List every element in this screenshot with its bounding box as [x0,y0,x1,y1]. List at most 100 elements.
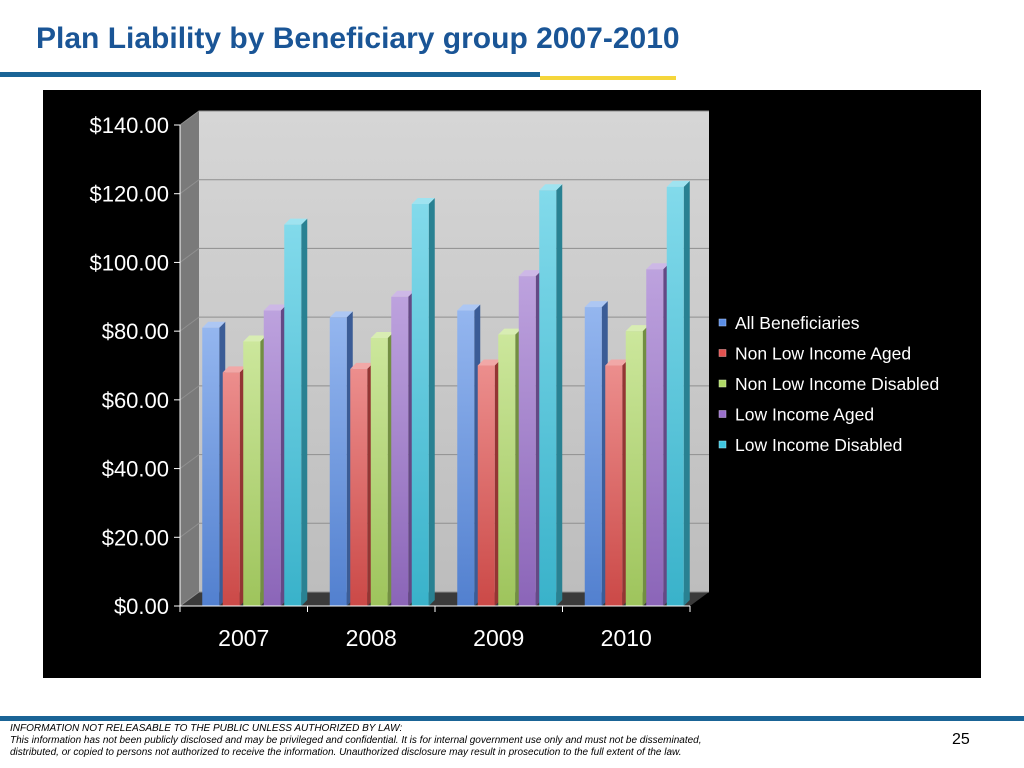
bar-front [539,190,557,606]
y-tick-label: $120.00 [89,182,169,207]
bar-top [391,290,415,297]
legend-item: Low Income Aged [718,405,874,425]
legend-item: All Beneficiaries [718,313,860,333]
bar-front [350,368,368,606]
side-wall [180,111,199,606]
bar-top [370,332,394,339]
y-axis: $0.00 $20.00 $40.00 $60.00 $80.00 $100.00 $120… [89,113,181,619]
bar-side [301,218,308,606]
bar-top [411,198,435,205]
bar-top [605,359,629,366]
bar [477,359,501,606]
bar [625,325,649,606]
bar-front [625,331,643,606]
bar [329,311,353,606]
y-tick-label: $0.00 [114,594,169,619]
bar [539,184,563,606]
x-tick-label: 2010 [601,625,652,651]
legend-swatch [718,410,727,418]
bar-top [329,311,353,318]
bar-front [391,296,409,606]
bar-side [428,198,435,606]
bars [202,180,690,606]
title-underline-yellow [540,76,676,80]
bar [350,362,374,606]
y-tick-label: $20.00 [102,525,169,550]
y-tick-label: $140.00 [89,113,169,138]
bar [411,198,435,606]
bar-top [646,263,670,270]
bar [646,263,670,606]
bar-front [329,317,347,606]
confidentiality-footer: INFORMATION NOT RELEASABLE TO THE PUBLIC… [10,723,930,759]
gridline [179,110,709,126]
bar-front [605,365,623,606]
legend-label: All Beneficiaries [735,313,860,333]
y-tick-label: $80.00 [102,319,169,344]
footer-line-2: This information has not been publicly d… [10,735,702,746]
floor [180,592,709,606]
legend-item: Non Low Income Disabled [718,374,939,394]
x-axis: 2007 2008 2009 2010 [179,605,691,651]
chart-panel: $0.00 $20.00 $40.00 $60.00 $80.00 $100.00 $120… [43,90,981,678]
y-tick-label: $60.00 [102,388,169,413]
bar [518,270,542,606]
bar [263,304,287,606]
bar-front [263,310,281,606]
bar-top [477,359,501,366]
title-underline-blue [0,72,540,77]
bar-top [584,301,608,308]
legend-swatch [718,349,727,357]
x-tick-label: 2008 [346,625,397,651]
legend-item: Low Income Disabled [718,435,902,455]
legend-swatch [718,318,727,327]
footer-rule [0,716,1024,721]
bar-top [243,335,267,342]
bar-front [666,186,684,606]
footer-line-1: INFORMATION NOT RELEASABLE TO THE PUBLIC… [10,723,403,734]
bar-top [222,366,246,373]
footer-line-3: distributed, or copied to persons not au… [10,747,682,758]
bar-front [243,341,261,606]
bar [457,304,481,606]
bar-front [411,204,429,606]
bar-top [350,362,374,369]
bar [498,328,522,606]
x-tick-label: 2009 [473,625,524,651]
bar [605,359,629,606]
bar-side [556,184,563,606]
bar [370,332,394,606]
bar [284,218,308,606]
bar-top [263,304,287,311]
gridline [179,179,709,195]
bar [391,290,415,606]
bar [202,321,226,606]
bar-top [457,304,481,311]
bar [243,335,267,606]
x-tick-label: 2007 [218,625,269,651]
bar-front [518,276,536,606]
bar-front [584,307,602,606]
bar-front [457,310,475,606]
bar-front [477,365,495,606]
bar-top [666,180,690,187]
bar [584,301,608,606]
bar-front [498,334,516,606]
y-tick-label: $40.00 [102,457,169,482]
bar-top [539,184,563,191]
bar [222,366,246,606]
bar-side [683,180,690,606]
gridline [179,247,709,263]
y-tick-label: $100.00 [89,250,169,275]
bar-top [284,218,308,225]
page-number: 25 [952,731,970,748]
bar-top [518,270,542,277]
legend-swatch [718,379,727,388]
bar [666,180,690,606]
bar-front [646,269,664,606]
legend: All Beneficiaries Non Low Income Aged Non … [718,313,939,455]
slide-title: Plan Liability by Beneficiary group 2007… [36,22,680,55]
bar-top [202,321,226,328]
legend-label: Low Income Disabled [735,435,902,455]
bar-front [284,224,302,606]
